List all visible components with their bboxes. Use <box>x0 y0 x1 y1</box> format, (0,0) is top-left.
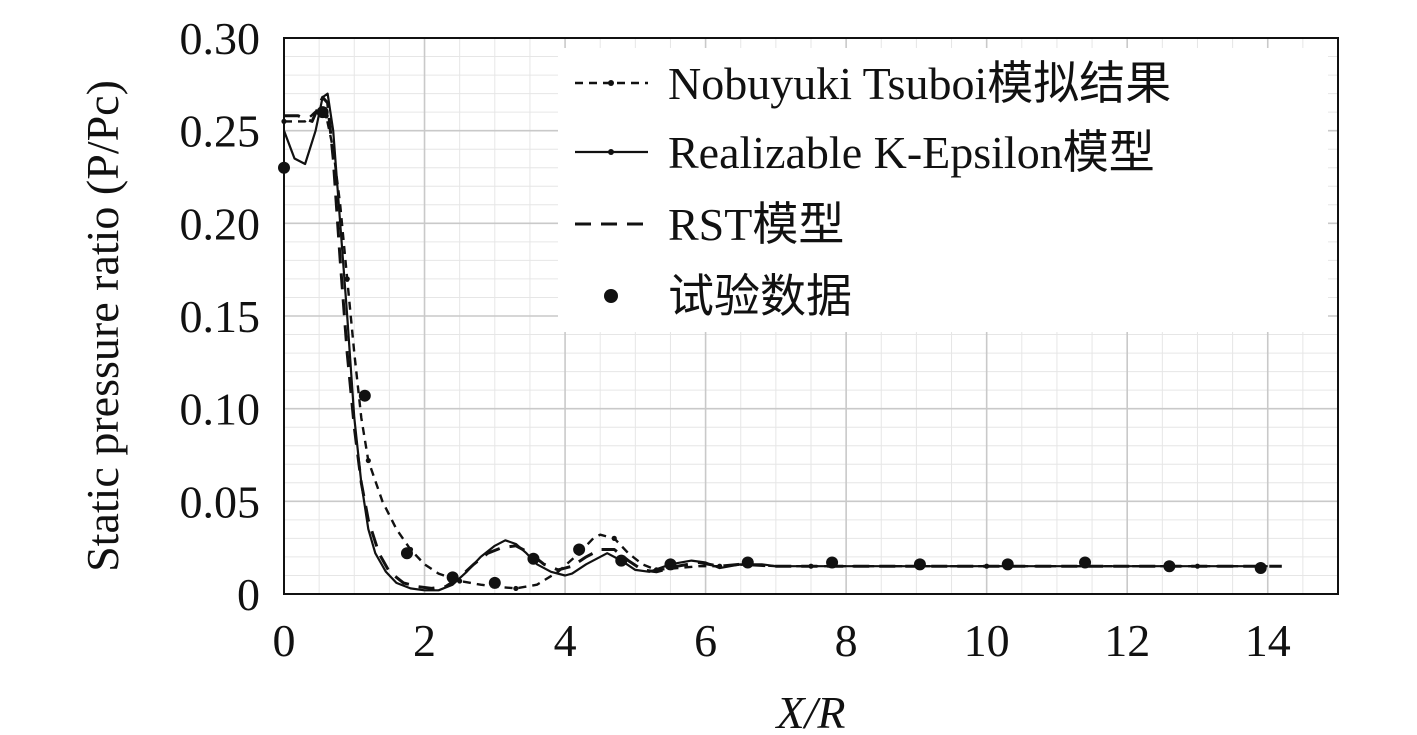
legend-item: Nobuyuki Tsuboi模拟结果 <box>575 58 1171 109</box>
y-axis-ticks: 0 0.05 0.10 0.15 0.20 0.25 0.30 <box>180 13 261 620</box>
plot-frame <box>283 37 1339 595</box>
y-tick-label: 0.05 <box>180 476 261 527</box>
legend-item: RST模型 <box>575 199 844 250</box>
y-axis-title: Static pressure ratio (P/Pc) <box>77 80 128 572</box>
y-tick-label: 0.15 <box>180 291 261 342</box>
data-point <box>1079 556 1092 569</box>
legend-line-marker <box>608 149 614 155</box>
series-line-marker <box>344 276 350 282</box>
y-tick-label: 0.25 <box>180 106 261 157</box>
legend-item: 试验数据 <box>604 271 852 322</box>
data-point <box>446 571 459 584</box>
series-3 <box>278 106 1267 589</box>
legend-label: Nobuyuki Tsuboi模拟结果 <box>668 58 1171 109</box>
data-point <box>358 389 371 402</box>
x-tick-label: 6 <box>694 615 717 666</box>
data-point <box>316 106 329 119</box>
series-line-marker <box>611 535 617 542</box>
x-tick-label: 2 <box>413 615 436 666</box>
y-tick-label: 0 <box>237 569 260 620</box>
series-line-marker <box>513 585 519 592</box>
x-tick-label: 8 <box>835 615 858 666</box>
data-point <box>913 558 926 571</box>
data-point <box>664 558 677 571</box>
data-point <box>615 554 628 567</box>
legend-background <box>558 48 1328 332</box>
series-line-marker <box>365 457 371 464</box>
data-point <box>400 547 413 560</box>
y-tick-label: 0.30 <box>180 13 261 64</box>
legend-label: Realizable K-Epsilon模型 <box>668 127 1155 178</box>
data-point <box>741 556 754 569</box>
data-point <box>1001 558 1014 571</box>
x-axis-title: X/R <box>775 687 846 735</box>
legend-label: RST模型 <box>668 199 844 250</box>
x-axis-ticks: 0 2 4 6 8 10 12 14 <box>273 615 1291 666</box>
x-tick-label: 0 <box>273 615 296 666</box>
data-point <box>1163 560 1176 573</box>
legend-label: 试验数据 <box>668 271 852 322</box>
series-line <box>284 107 1268 590</box>
legend-marker <box>604 289 618 303</box>
y-tick-label: 0.10 <box>180 384 261 435</box>
data-point <box>1254 562 1267 575</box>
data-point <box>826 556 839 569</box>
x-tick-label: 10 <box>964 615 1010 666</box>
series-layer <box>278 92 1282 592</box>
data-point <box>488 576 501 589</box>
data-point <box>527 552 540 565</box>
legend-item: Realizable K-Epsilon模型 <box>575 127 1155 178</box>
y-tick-label: 0.20 <box>180 198 261 249</box>
data-point <box>573 543 586 556</box>
x-tick-label: 4 <box>554 615 577 666</box>
legend: Nobuyuki Tsuboi模拟结果 Realizable K-Epsilon模… <box>558 48 1328 332</box>
x-tick-label: 12 <box>1104 615 1150 666</box>
legend-line-marker <box>608 80 614 86</box>
x-tick-label: 14 <box>1245 615 1291 666</box>
